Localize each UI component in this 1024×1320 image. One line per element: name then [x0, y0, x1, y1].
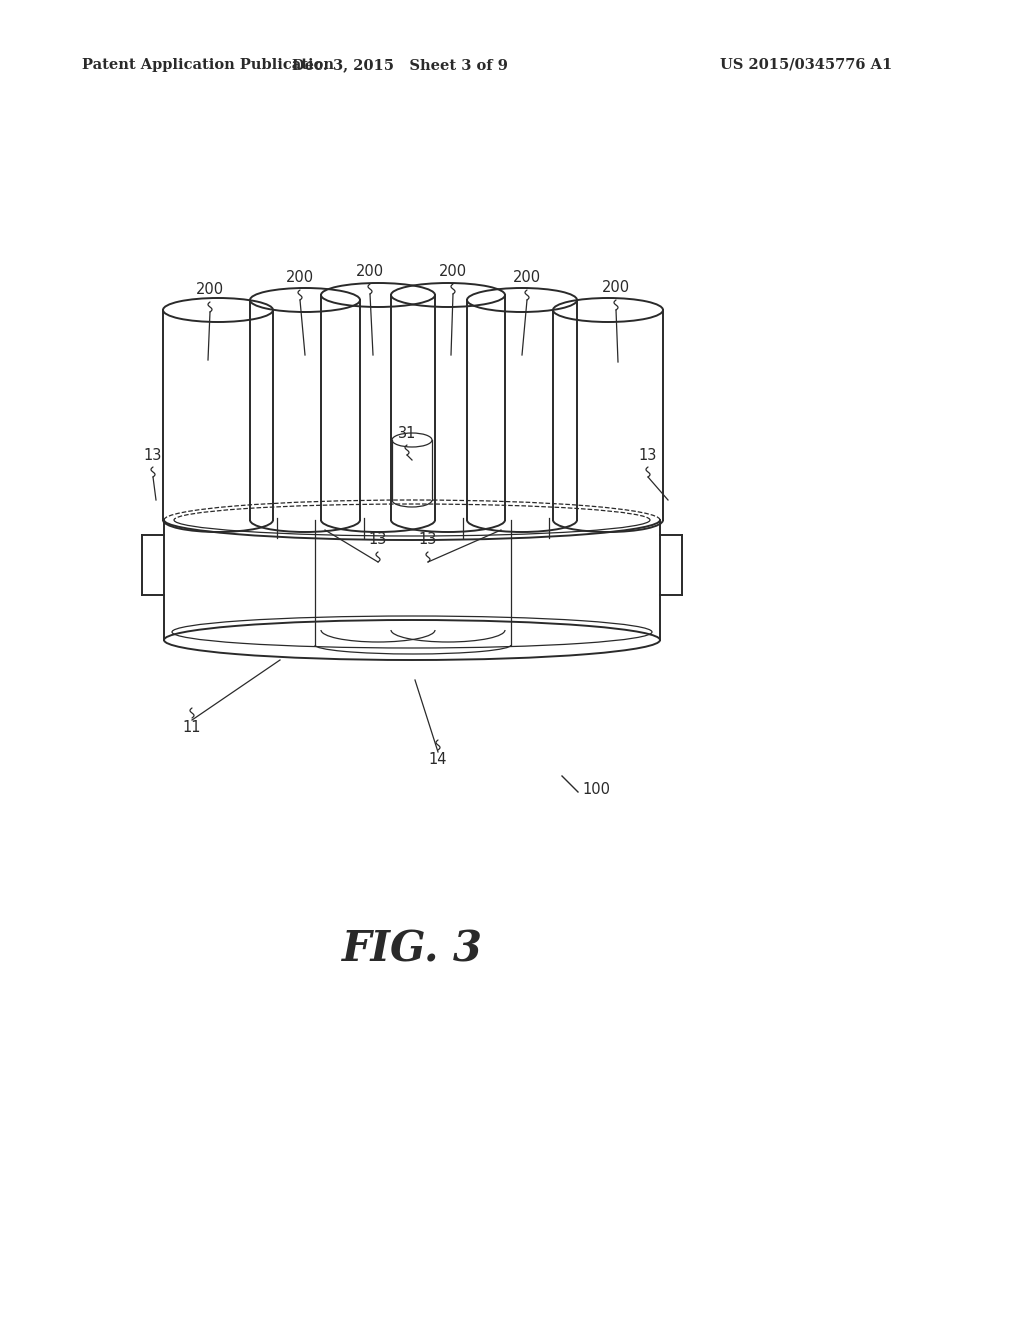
- Text: 200: 200: [286, 271, 314, 285]
- Text: US 2015/0345776 A1: US 2015/0345776 A1: [720, 58, 892, 73]
- Text: 13: 13: [419, 532, 437, 548]
- Text: 200: 200: [196, 282, 224, 297]
- Text: Patent Application Publication: Patent Application Publication: [82, 58, 334, 73]
- Text: 11: 11: [182, 721, 202, 735]
- Text: 200: 200: [356, 264, 384, 280]
- Text: FIG. 3: FIG. 3: [341, 929, 482, 972]
- Text: 14: 14: [429, 752, 447, 767]
- Text: 200: 200: [439, 264, 467, 280]
- Text: 13: 13: [143, 447, 162, 462]
- Text: 100: 100: [582, 783, 610, 797]
- Text: 200: 200: [602, 281, 630, 296]
- Text: 13: 13: [639, 447, 657, 462]
- Text: 31: 31: [397, 425, 416, 441]
- Text: 13: 13: [369, 532, 387, 548]
- Text: 200: 200: [513, 271, 541, 285]
- Text: Dec. 3, 2015   Sheet 3 of 9: Dec. 3, 2015 Sheet 3 of 9: [292, 58, 508, 73]
